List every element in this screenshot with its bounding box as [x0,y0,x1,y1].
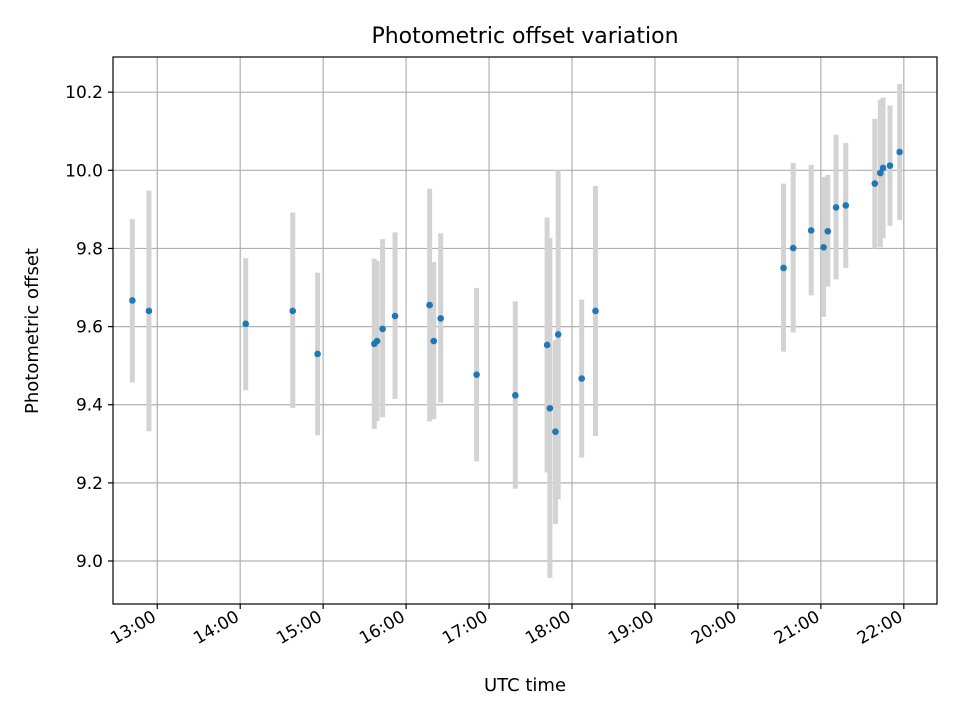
x-tick-label: 22:00 [854,607,906,649]
data-point [314,350,321,358]
y-axis-label: Photometric offset [22,248,43,414]
data-point [145,307,153,315]
x-tick-label: 16:00 [356,607,408,649]
data-point [546,404,554,412]
data-point [886,162,894,169]
data-point [437,315,444,322]
data-point [879,164,887,172]
data-point [391,312,399,320]
x-tick-label: 19:00 [605,607,657,649]
chart-title: Photometric offset variation [371,24,678,49]
y-tick-label: 9.0 [76,552,103,572]
data-point [871,180,879,187]
data-point [379,325,386,333]
y-tick-label: 9.6 [76,318,103,338]
y-tick-label: 9.8 [76,239,103,259]
x-tick-label: 13:00 [107,607,159,649]
data-point [592,307,599,315]
y-tick-label: 9.2 [76,474,103,494]
data-point [543,341,551,349]
axis-ticks: 9.0 9.2 9.4 9.6 9.8 10.0 10.2 13:00 14:00 15:00 16… [65,83,906,649]
data-point [426,301,433,309]
data-point [832,204,840,211]
data-point [780,264,787,272]
data-point [896,148,903,156]
y-tick-label: 9.4 [76,396,103,416]
x-tick-label: 14:00 [190,607,242,649]
data-point [430,337,438,345]
y-tick-label: 10.2 [65,83,103,103]
grid [113,57,937,604]
data-point [512,392,519,399]
data-points [129,148,903,435]
data-point [373,337,381,345]
data-point [552,428,559,435]
data-point [842,202,850,209]
x-axis-label: UTC time [484,675,566,696]
x-tick-label: 20:00 [688,607,740,649]
data-point [789,244,797,252]
x-tick-label: 18:00 [522,607,574,649]
error-bars [129,83,903,578]
data-point [807,227,815,234]
data-point [824,227,832,235]
data-point [578,375,585,382]
data-point [289,307,297,315]
x-tick-label: 17:00 [439,607,491,649]
data-point [554,331,562,338]
x-tick-label: 21:00 [771,607,823,649]
data-point [877,169,884,177]
plot-frame [112,56,938,605]
data-point [473,371,480,378]
data-point [129,297,136,304]
data-point [242,320,250,328]
y-tick-label: 10.0 [65,161,103,181]
x-tick-label: 15:00 [273,607,325,649]
data-point [820,243,827,251]
